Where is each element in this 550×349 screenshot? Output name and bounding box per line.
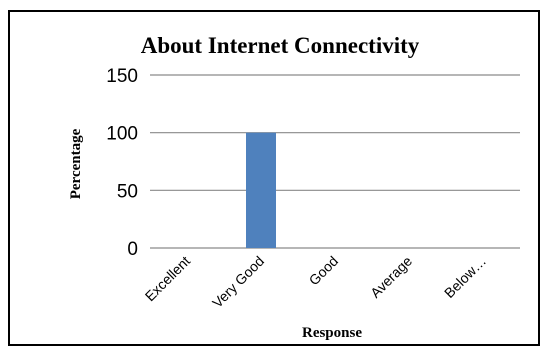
y-tick-label: 100 bbox=[106, 124, 138, 145]
chart-title: About Internet Connectivity bbox=[141, 33, 420, 58]
y-tick-label: 0 bbox=[127, 239, 138, 260]
y-axis-label: Percentage bbox=[68, 128, 84, 199]
bar-very-good bbox=[246, 132, 276, 248]
x-axis-label: Response bbox=[302, 325, 362, 341]
x-tick-label: Below… bbox=[441, 253, 489, 301]
gridlines bbox=[150, 74, 520, 249]
x-tick-labels: Excellent Very Good Good Average Below… bbox=[142, 253, 489, 311]
x-tick-label: Good bbox=[306, 253, 342, 289]
y-tick-label: 150 bbox=[106, 66, 138, 87]
y-tick-label: 50 bbox=[117, 181, 138, 202]
y-tick-labels: 0 50 100 150 bbox=[106, 66, 138, 260]
x-tick-label: Excellent bbox=[142, 253, 194, 305]
x-tick-label: Average bbox=[367, 253, 415, 301]
x-tick-label: Very Good bbox=[209, 253, 267, 311]
bars bbox=[246, 132, 276, 248]
